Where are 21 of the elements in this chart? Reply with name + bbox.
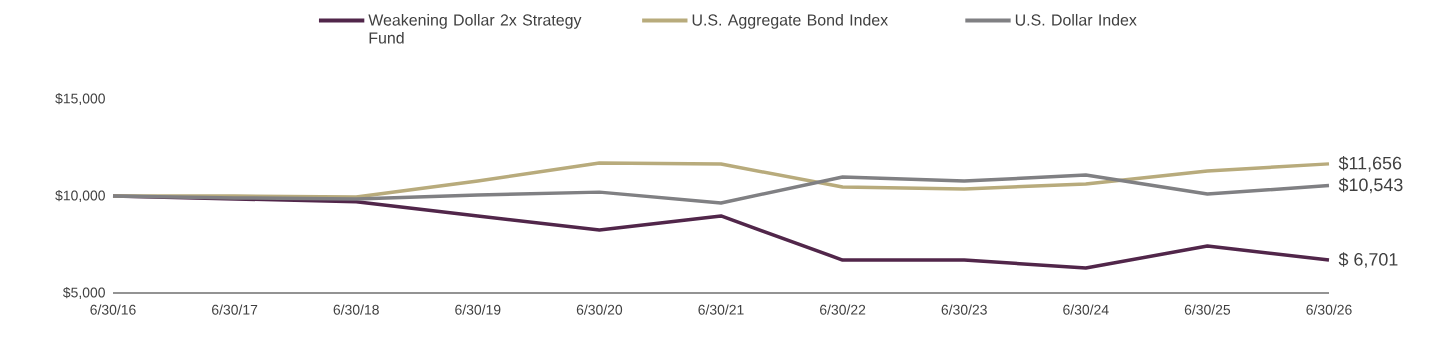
x-tick-label: 6/30/23 (941, 304, 987, 315)
legend-label: U.S. Aggregate Bond Index (692, 13, 888, 29)
y-tick-label: $5,000 (62, 286, 105, 300)
x-tick-label: 6/30/21 (698, 304, 744, 315)
legend-label: Weakening Dollar 2x Strategy Fund (368, 13, 582, 44)
y-tick-label: $10,000 (55, 189, 105, 203)
data-label: $11,656 (1338, 156, 1402, 172)
x-tick-label: 6/30/25 (1184, 304, 1231, 315)
x-tick-label: 6/30/19 (455, 304, 501, 315)
x-tick-label: 6/30/17 (212, 304, 258, 315)
data-label: $10,543 (1338, 177, 1403, 194)
x-tick-label: 6/30/16 (90, 304, 136, 315)
x-tick-label: 6/30/18 (333, 304, 379, 315)
line-series (111, 173, 1331, 205)
data-label: $ 6,701 (1338, 252, 1398, 268)
legend-label: U.S. Dollar Index (1015, 13, 1137, 26)
y-tick-label: $15,000 (55, 92, 105, 106)
x-tick-label: 6/30/24 (1063, 304, 1109, 315)
x-tick-label: 6/30/26 (1306, 304, 1352, 315)
x-tick-label: 6/30/20 (576, 304, 623, 315)
x-tick-label: 6/30/22 (820, 304, 866, 315)
